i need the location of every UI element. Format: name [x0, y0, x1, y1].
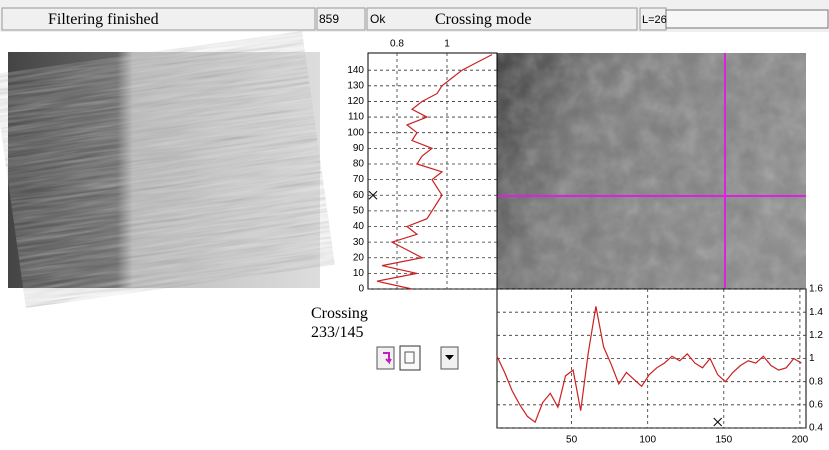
status-count: 859 [319, 12, 339, 26]
crossing-position: 233/145 [311, 324, 363, 341]
y-tick-label: 130 [347, 80, 364, 91]
status-mode: Crossing mode [435, 11, 531, 28]
y-tick-label: 0.6 [809, 399, 823, 410]
y-tick-label: 50 [353, 205, 365, 216]
zoom-image [497, 53, 806, 289]
y-tick-label: 10 [353, 268, 365, 279]
status-state: Ok [370, 12, 386, 26]
y-tick-label: 60 [353, 190, 365, 201]
rotate-button[interactable] [377, 347, 394, 369]
y-tick-label: 80 [353, 159, 365, 170]
y-tick-label: 100 [347, 127, 364, 138]
crossing-label: Crossing [311, 305, 368, 322]
y-tick-label: 40 [353, 221, 365, 232]
y-tick-label: 1.2 [809, 330, 823, 341]
y-tick-label: 0.4 [809, 423, 823, 434]
source-image [0, 31, 335, 308]
y-tick-label: 0 [358, 284, 364, 295]
y-tick-label: 70 [353, 174, 365, 185]
x-tick-label: 200 [792, 435, 809, 446]
horizontal-profile-frame [497, 289, 806, 428]
y-tick-label: 1.6 [809, 284, 823, 295]
view-button[interactable] [400, 346, 420, 370]
x-tick-label: 0.8 [390, 39, 404, 50]
status-length: L=26 [642, 14, 667, 26]
input-field[interactable] [666, 10, 828, 28]
y-tick-label: 1 [809, 353, 815, 364]
x-tick-label: 1 [444, 39, 450, 50]
status-message: Filtering finished [48, 11, 159, 28]
y-tick-label: 90 [353, 143, 365, 154]
y-tick-label: 20 [353, 252, 365, 263]
dropdown-button[interactable] [441, 347, 458, 369]
y-tick-label: 120 [347, 96, 364, 107]
x-tick-label: 50 [566, 435, 578, 446]
y-tick-label: 30 [353, 237, 365, 248]
app-window: Filtering finished 859 Ok Crossing mode … [0, 0, 829, 450]
y-tick-label: 140 [347, 65, 364, 76]
x-tick-label: 100 [639, 435, 656, 446]
y-tick-label: 0.8 [809, 376, 823, 387]
vertical-profile-frame [368, 53, 497, 289]
x-tick-label: 150 [715, 435, 732, 446]
y-tick-label: 110 [348, 112, 364, 123]
y-tick-label: 1.4 [809, 307, 823, 318]
